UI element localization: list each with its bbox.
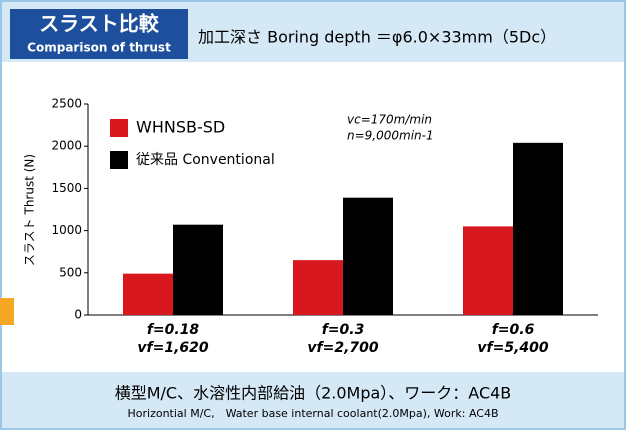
y-tick-label: 1500	[51, 181, 82, 195]
x-tick-sublabel: vf=5,400	[477, 340, 548, 356]
title-box	[10, 9, 188, 59]
bar	[463, 226, 513, 315]
x-tick-sublabel: vf=1,620	[137, 340, 208, 356]
legend-label: 従来品 Conventional	[136, 152, 275, 168]
legend-swatch	[110, 119, 128, 137]
x-tick-sublabel: vf=2,700	[307, 340, 378, 356]
title-en: Comparison of thrust	[27, 41, 171, 55]
bar	[293, 260, 343, 315]
annotation: n=9,000min-1	[347, 129, 434, 143]
legend-label: WHNSB-SD	[136, 118, 225, 137]
title: スラスト比較	[39, 12, 160, 36]
y-tick-label: 1000	[51, 223, 82, 237]
bar	[513, 142, 563, 315]
footer-line2: Horizontial M/C, Water base internal coo…	[127, 407, 498, 420]
footer-line1: 横型M/C、水溶性内部給油（2.0Mpa）、ワーク：AC4B	[115, 384, 512, 403]
legend-swatch	[110, 151, 128, 169]
x-tick-label: f=0.6	[492, 322, 535, 338]
annotation: vc=170m/min	[347, 113, 432, 127]
bar	[123, 273, 173, 315]
y-tick-label: 0	[74, 308, 82, 322]
x-tick-label: f=0.3	[322, 322, 365, 338]
side-tab	[0, 298, 14, 325]
x-tick-label: f=0.18	[147, 322, 200, 338]
y-tick-label: 500	[59, 265, 82, 279]
y-tick-label: 2500	[51, 97, 82, 111]
y-axis-label: スラスト Thrust (N)	[23, 154, 37, 266]
bar	[173, 224, 223, 315]
condition: 加工深さ Boring depth ＝φ6.0×33mm（5Dc）	[198, 28, 556, 47]
footer-band	[2, 372, 624, 428]
y-tick-label: 2000	[51, 139, 82, 153]
bar	[343, 197, 393, 315]
